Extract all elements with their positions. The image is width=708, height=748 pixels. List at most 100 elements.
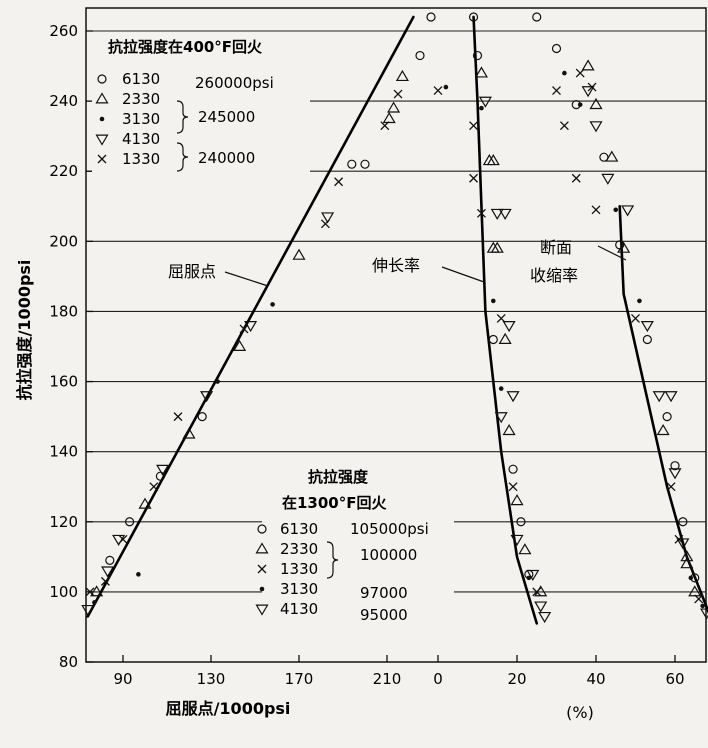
elongation-trend-line (472, 15, 539, 625)
yield-point-34-shape (395, 69, 409, 82)
elongation-point-19 (498, 386, 504, 391)
reduction-trend-line (618, 204, 708, 615)
reduction-point-15 (591, 205, 601, 215)
reduction-point-10 (589, 121, 603, 133)
legend-bottom-marker-3-shape (259, 586, 265, 592)
reduction-point-26-shape (656, 423, 670, 436)
y-tick-label-140: 140 (49, 443, 78, 461)
yield-point-18-shape (200, 391, 214, 403)
yield-point-27 (334, 177, 344, 187)
y-tick-label-220: 220 (49, 162, 78, 180)
legend-bottom-label-0: 6130 (280, 520, 318, 538)
yield-point-2-shape (92, 600, 97, 605)
yield-point-16 (182, 427, 196, 439)
yield-point-18 (200, 391, 214, 403)
elongation-point-37 (443, 84, 449, 90)
elongation-point-22-shape (502, 423, 516, 436)
yield-point-0 (81, 604, 95, 617)
legend-bottom-value-3: 97000 (360, 584, 408, 602)
legend-top-value-3: 240000 (198, 149, 255, 167)
elongation-point-8-shape (469, 173, 479, 183)
reduction-point-24 (652, 391, 666, 403)
reduction-point-20-shape (637, 298, 642, 304)
reduction-point-23-shape (642, 334, 652, 345)
elongation-point-6-shape (482, 154, 496, 166)
reduction-point-29-shape (666, 482, 676, 492)
legend-top-marker-0 (97, 74, 107, 84)
elongation-point-26-shape (516, 517, 526, 527)
elongation-point-0 (468, 12, 479, 22)
elongation-point-6 (482, 154, 496, 166)
reduction-point-21 (631, 313, 640, 323)
legend-top-entries: 6130 2330 3130 4130 1330 (95, 70, 160, 168)
reduction-point-43 (680, 550, 694, 562)
yield-point-3-shape (90, 585, 104, 597)
x-tick-label-left-130: 130 (197, 670, 226, 688)
legend-bottom-title-1: 抗拉强度 (308, 468, 369, 486)
elongation-point-36 (433, 86, 443, 96)
yield-trend-line (86, 15, 415, 618)
reduction-point-5 (581, 86, 595, 98)
legend-bottom-entries: 6130 2330 1330 3130 4130 (255, 520, 318, 618)
reduction-point-14 (601, 173, 615, 185)
yield-point-21-shape (239, 324, 249, 334)
y-tick-label-80: 80 (59, 653, 78, 671)
elongation-point-25-shape (510, 494, 524, 506)
reduction-point-30-shape (678, 517, 688, 527)
reduction-point-38-shape (700, 603, 705, 609)
reduction-point-10-shape (589, 121, 603, 133)
yield-point-16-shape (182, 427, 196, 439)
yield-point-20 (233, 339, 247, 351)
legend-bottom-label-3: 3130 (280, 580, 318, 598)
legend-top-marker-1-shape (95, 92, 109, 104)
yield-point-17 (197, 412, 207, 422)
elongation-point-21 (494, 412, 508, 424)
elongation-point-16-shape (502, 321, 516, 333)
elongation-point-7-shape (486, 154, 500, 166)
reduction-point-29 (666, 482, 676, 492)
x-tick-label-left-90: 90 (113, 670, 132, 688)
legend-top-label-3: 4130 (122, 130, 160, 148)
reduction-point-8 (589, 97, 603, 110)
elongation-point-12 (486, 241, 500, 253)
elongation-point-0-shape (468, 12, 479, 22)
yield-point-17-shape (197, 412, 207, 422)
y-tick-label-100: 100 (49, 583, 78, 601)
yield-point-24-shape (292, 248, 306, 260)
ticks (86, 30, 676, 663)
elongation-point-10 (490, 208, 504, 220)
legend-bottom: 抗拉强度 在1300°F回火 6130 2330 1330 3130 4130 1050… (255, 460, 454, 624)
reduction-point-2-shape (562, 70, 567, 76)
reduction-point-19 (617, 241, 631, 253)
legend-bottom-value-4: 95000 (360, 606, 408, 624)
legend-bottom-marker-4 (255, 604, 269, 616)
elongation-point-27-shape (510, 534, 524, 546)
legend-top-marker-0-shape (97, 74, 107, 84)
x-axis-label-right: (%) (566, 703, 594, 722)
y-axis-label: 抗拉强度/1000psi (15, 260, 34, 401)
yield-point-6-shape (105, 555, 115, 565)
legend-bottom-marker-4-shape (255, 604, 269, 616)
legend-bottom-value-2: 100000 (360, 546, 417, 564)
yield-point-33 (393, 89, 403, 99)
elongation-point-31-shape (526, 575, 532, 581)
elongation-point-1 (472, 50, 483, 61)
legend-bottom-marker-2-shape (257, 564, 267, 574)
leader-elongation (441, 266, 485, 283)
legend-top-marker-2-shape (99, 116, 105, 122)
reduction-point-27 (670, 461, 680, 471)
yield-point-11 (138, 497, 152, 509)
reduction-point-32 (676, 538, 690, 550)
elongation-point-16 (502, 321, 516, 333)
legend-bottom-brace (326, 541, 339, 579)
x-tick-label-left-210: 210 (373, 670, 402, 688)
yield-point-31 (382, 111, 396, 124)
yield-point-3 (90, 585, 104, 597)
elongation-point-14 (491, 298, 496, 304)
reduction-point-41 (575, 68, 585, 78)
elongation-point-8 (469, 173, 479, 183)
legend-bottom-marker-3 (259, 586, 265, 592)
x-tick-labels: 90 130 170 210 0 20 40 60 (113, 670, 684, 688)
yield-point-22-shape (244, 321, 258, 333)
legend-top-brace-1 (176, 100, 189, 134)
